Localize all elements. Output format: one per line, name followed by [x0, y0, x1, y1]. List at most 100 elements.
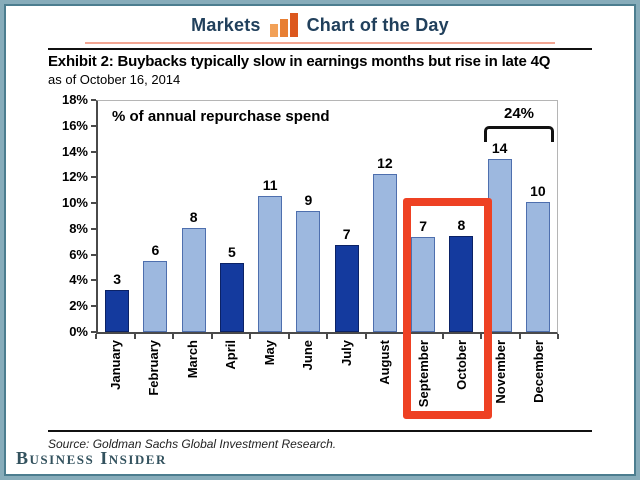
x-axis-tick — [172, 334, 174, 339]
bracket-value-label: 24% — [503, 105, 535, 122]
bar-value-label: 10 — [530, 183, 546, 200]
x-axis-tick — [210, 334, 213, 339]
bar-column: 11 — [251, 101, 289, 332]
y-axis-tick — [91, 227, 96, 230]
x-axis-tick — [441, 334, 444, 339]
bar-april — [219, 262, 244, 332]
plot-area: 3 6 8 5 11 9 7 12 7 8 14 10 — [96, 100, 558, 334]
exhibit-header: Exhibit 2: Buybacks typically slow in ea… — [48, 48, 592, 88]
bar-chart-icon — [269, 13, 298, 37]
bar-column: 7 — [328, 101, 366, 332]
bar-column: 10 — [519, 101, 557, 332]
bracket-annotation — [484, 126, 554, 142]
x-axis-tick — [518, 334, 521, 339]
y-axis-label: 6% — [69, 246, 88, 262]
bar-february — [143, 261, 168, 332]
business-insider-logo: Business Insider — [16, 448, 167, 468]
chart-of-the-day-label: Chart of the Day — [306, 14, 449, 35]
source-block: Source: Goldman Sachs Global Investment … — [48, 430, 592, 451]
bar-column: 8 — [442, 101, 480, 332]
bar-column: 12 — [366, 101, 404, 332]
month-label-cell: April — [212, 340, 251, 407]
bar-column: 3 — [98, 101, 136, 332]
x-axis-tick — [364, 334, 367, 339]
bar-value-label: 8 — [189, 209, 198, 226]
y-axis-tick — [91, 99, 96, 101]
bar-column: 9 — [289, 101, 327, 332]
header-divider — [85, 42, 555, 44]
bar-october — [449, 235, 474, 332]
month-label-cell: January — [96, 340, 135, 407]
y-axis-tick — [91, 202, 96, 205]
y-axis-tick — [91, 176, 96, 179]
highlight-box — [403, 198, 492, 419]
x-axis-tick — [326, 334, 328, 339]
y-axis-tick — [91, 150, 96, 153]
month-label: June — [300, 340, 316, 371]
y-axis-label: 4% — [69, 272, 88, 288]
y-axis-label: 2% — [69, 298, 88, 314]
month-label-cell: May — [250, 340, 289, 407]
month-label: December — [531, 340, 547, 403]
bar-july — [334, 244, 359, 332]
x-axis-tick — [287, 334, 290, 339]
bar-value-label: 11 — [262, 176, 278, 193]
y-axis-tick — [91, 305, 96, 308]
markets-label: Markets — [191, 14, 261, 35]
bar-value-label: 3 — [113, 270, 122, 287]
x-axis-tick — [249, 334, 251, 339]
y-axis-tick — [91, 331, 96, 333]
chart-title: % of annual repurchase spend — [112, 108, 330, 125]
bar-chart: 3 6 8 5 11 9 7 12 7 8 14 10 % of annual repurchase … — [48, 92, 592, 424]
month-label: May — [261, 340, 277, 366]
source-text: Source: Goldman Sachs Global Investment … — [48, 437, 337, 451]
bar-december — [525, 202, 550, 332]
y-axis-tick — [91, 124, 96, 127]
bar-value-label: 5 — [227, 243, 236, 260]
site-header: Markets Chart of the Day — [4, 4, 636, 38]
bar-value-label: 7 — [419, 218, 428, 235]
bar-chart-icon-bar-3 — [289, 13, 298, 37]
bar-january — [105, 289, 130, 332]
month-label-cell: March — [173, 340, 212, 407]
month-label-cell: August — [366, 340, 405, 407]
month-label: March — [184, 340, 200, 379]
bar-chart-icon-bar-2 — [279, 19, 288, 37]
x-axis-tick — [557, 334, 559, 339]
month-label-cell: June — [289, 340, 328, 407]
bar-value-label: 7 — [342, 225, 351, 242]
month-label: July — [338, 340, 354, 367]
content-area: Exhibit 2: Buybacks typically slow in ea… — [48, 48, 592, 451]
y-axis-label: 12% — [61, 169, 88, 185]
bar-june — [296, 211, 321, 332]
y-axis-label: 14% — [61, 143, 88, 159]
exhibit-subtitle: as of October 16, 2014 — [48, 72, 181, 87]
bar-march — [181, 228, 206, 332]
month-label-cell: December — [520, 340, 559, 407]
bar-column: 6 — [136, 101, 174, 332]
month-label: November — [492, 340, 508, 404]
month-label-cell: July — [327, 340, 366, 407]
month-label-cell: February — [135, 340, 174, 407]
y-axis-label: 18% — [61, 92, 88, 107]
bar-chart-icon-bar-1 — [269, 24, 278, 37]
bar-value-label: 12 — [377, 155, 393, 172]
y-axis-tick — [91, 279, 96, 282]
bar-column: 7 — [404, 101, 442, 332]
month-label: August — [377, 340, 393, 385]
bar-september — [411, 237, 436, 332]
bar-value-label: 6 — [151, 242, 160, 259]
x-axis-tick — [95, 334, 97, 339]
bar-august — [372, 174, 397, 332]
bar-column: 5 — [213, 101, 251, 332]
y-axis-label: 0% — [69, 324, 88, 339]
x-axis-tick — [133, 334, 136, 339]
bar-value-label: 14 — [491, 139, 508, 156]
bar-columns: 3 6 8 5 11 9 7 12 7 8 14 10 — [98, 101, 557, 332]
bar-column: 8 — [175, 101, 213, 332]
bar-value-label: 9 — [304, 192, 313, 209]
month-label: January — [107, 340, 123, 390]
y-axis-tick — [91, 253, 96, 256]
bar-may — [258, 195, 283, 332]
